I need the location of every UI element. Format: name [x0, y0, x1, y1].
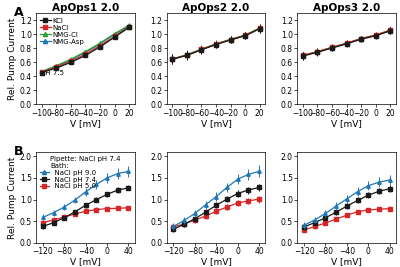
X-axis label: V [mV]: V [mV]	[70, 258, 101, 266]
Text: A: A	[14, 6, 24, 19]
Text: B: B	[14, 144, 24, 158]
Y-axis label: Rel. Pump Current: Rel. Pump Current	[8, 18, 17, 100]
Title: ApOps3 2.0: ApOps3 2.0	[313, 3, 380, 13]
X-axis label: V [mV]: V [mV]	[200, 258, 232, 266]
X-axis label: V [mV]: V [mV]	[200, 119, 232, 128]
Y-axis label: Rel. Pump Current: Rel. Pump Current	[8, 156, 17, 239]
X-axis label: V [mV]: V [mV]	[70, 119, 101, 128]
Title: ApOps2 2.0: ApOps2 2.0	[182, 3, 250, 13]
Text: pH 7.5: pH 7.5	[41, 70, 64, 76]
Legend: Pipette: NaCl pH 7.4, Bath:,   NaCl pH 9.0,   NaCl pH 7.4,   NaCl pH 5.0: Pipette: NaCl pH 7.4, Bath:, NaCl pH 9.0…	[40, 155, 121, 190]
X-axis label: V [mV]: V [mV]	[331, 258, 362, 266]
Legend: KCl, NaCl, NMG-Cl, NMG-Asp: KCl, NaCl, NMG-Cl, NMG-Asp	[40, 17, 85, 45]
X-axis label: V [mV]: V [mV]	[331, 119, 362, 128]
Title: ApOps1 2.0: ApOps1 2.0	[52, 3, 119, 13]
